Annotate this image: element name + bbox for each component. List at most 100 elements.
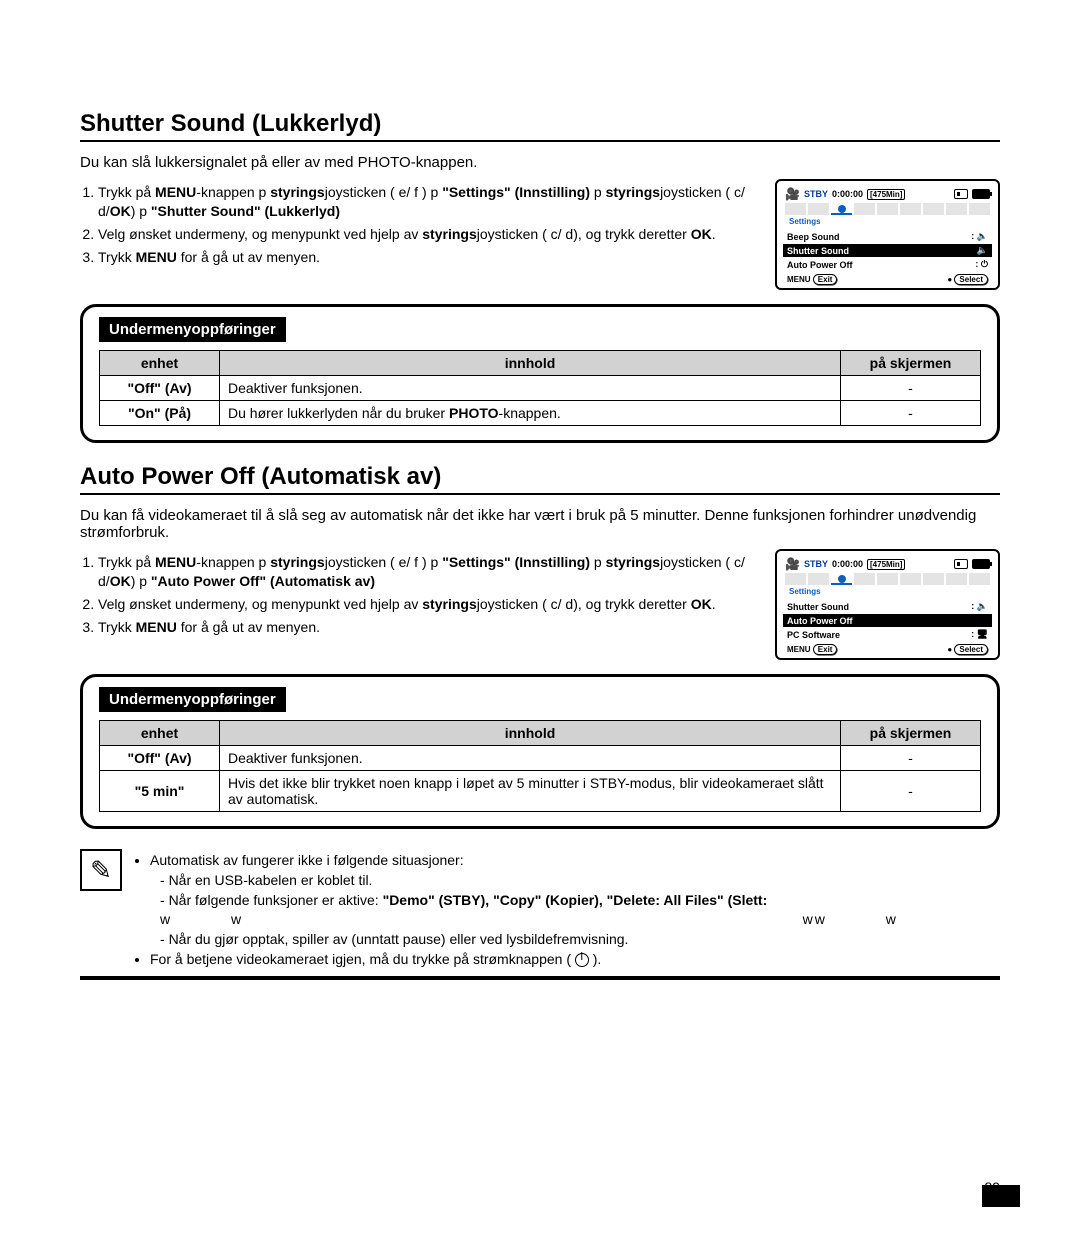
step-1: Trykk på MENU-knappen p styringsjoystick… (98, 183, 761, 221)
power-icon: : ⏻ (975, 259, 988, 270)
th-paskjermen: på skjermen (841, 351, 981, 376)
step-3: Trykk MENU for å gå ut av menyen. (98, 618, 761, 637)
b: styrings (422, 596, 476, 612)
lcd-menu-label: MENU (787, 275, 811, 284)
lcd-select-pill: Select (954, 644, 988, 655)
b: PHOTO (449, 405, 499, 421)
b: styrings (606, 554, 660, 570)
cell: Deaktiver funksjonen. (220, 376, 841, 401)
note-extra-line: w w ww w (160, 911, 898, 927)
section-title-apo: Auto Power Off (Automatisk av) (80, 463, 1000, 495)
b: "Demo" (STBY), "Copy" (Kopier), "Delete:… (383, 892, 768, 908)
b: "Settings" (Innstilling) (442, 184, 590, 200)
pc-icon: : 🖥 (971, 629, 988, 640)
camera-icon: 🎥 (785, 557, 800, 571)
b: MENU (136, 619, 177, 635)
t: Velg ønsket undermeny, og menypunkt ved … (98, 596, 422, 612)
th-innhold: innhold (220, 721, 841, 746)
sound-icon: : 🔈 (971, 245, 988, 256)
b: OK (691, 226, 712, 242)
t: -knappen p (196, 184, 270, 200)
t: Trykk (98, 249, 136, 265)
th-enhet: enhet (100, 721, 220, 746)
cell: - (841, 376, 981, 401)
lcd-timecode: 0:00:00 (832, 189, 863, 199)
lcd-menu-label: MENU (787, 645, 811, 654)
apo-intro: Du kan få videokameraet til å slå seg av… (80, 507, 1000, 541)
t: ) p (131, 573, 151, 589)
note-icon: ✎ (80, 849, 122, 891)
table-header: enhet innhold på skjermen (100, 351, 981, 376)
t: Trykk på (98, 554, 155, 570)
step-3: Trykk MENU for å gå ut av menyen. (98, 248, 761, 267)
table-row: "Off" (Av) Deaktiver funksjonen. - (100, 746, 981, 771)
th-paskjermen: på skjermen (841, 721, 981, 746)
t: . (712, 596, 716, 612)
lcd-row-label: PC Software (787, 630, 840, 640)
lcd-select-pill: Select (954, 274, 988, 285)
lcd-apo: 🎥 STBY 0:00:00 [475Min] Settings Shutter… (775, 549, 1000, 660)
lcd-row: Auto Power Off: ⏻ (783, 258, 992, 271)
t: Trykk (98, 619, 136, 635)
cell: - (841, 771, 981, 812)
section-title-shutter: Shutter Sound (Lukkerlyd) (80, 110, 1000, 142)
lcd-timecode: 0:00:00 (832, 559, 863, 569)
b: "Shutter Sound" (Lukkerlyd) (151, 203, 340, 219)
lcd-select-dot: ● (947, 275, 952, 284)
b: "Settings" (Innstilling) (442, 554, 590, 570)
power-icon (575, 953, 589, 967)
b: MENU (136, 249, 177, 265)
t: Du hører lukkerlyden når du bruker (228, 405, 449, 421)
cell: Deaktiver funksjonen. (220, 746, 841, 771)
t: p (590, 184, 606, 200)
step-1: Trykk på MENU-knappen p styringsjoystick… (98, 553, 761, 591)
lcd-remaining: [475Min] (867, 559, 905, 570)
lcd-tabs (783, 203, 992, 217)
lcd-shutter: 🎥 STBY 0:00:00 [475Min] Settings Beep So… (775, 179, 1000, 290)
lcd-menu: Beep Sound: 🔈 Shutter Sound : 🔈 Auto Powe… (783, 230, 992, 271)
table-row: "5 min" Hvis det ikke blir trykket noen … (100, 771, 981, 812)
step-2: Velg ønsket undermeny, og menypunkt ved … (98, 225, 761, 244)
t: . (712, 226, 716, 242)
sound-icon: : 🔈 (971, 601, 988, 612)
b: "Auto Power Off" (Automatisk av) (151, 573, 375, 589)
lcd-settings-label: Settings (783, 217, 992, 229)
lcd-row-label: Shutter Sound (787, 602, 849, 612)
shutter-intro: Du kan slå lukkersignalet på eller av me… (80, 154, 1000, 171)
lcd-row-label: Beep Sound (787, 232, 840, 242)
submenu-label: Undermenyoppføringer (99, 317, 286, 342)
t: joysticken ( e/ f ) p (325, 554, 442, 570)
b: styrings (270, 554, 324, 570)
t: -knappen p (196, 554, 270, 570)
card-icon (954, 559, 968, 569)
lcd-stby: STBY (804, 189, 828, 199)
lcd-top: 🎥 STBY 0:00:00 [475Min] (783, 187, 992, 203)
card-icon (954, 189, 968, 199)
t: -knappen. (499, 405, 561, 421)
lcd-row: Beep Sound: 🔈 (783, 230, 992, 243)
t: Trykk på (98, 184, 155, 200)
lcd-footer: MENU Exit ● Select (783, 272, 992, 284)
lcd-menu: Shutter Sound: 🔈 Auto Power Off: ⏻ PC So… (783, 600, 992, 641)
th-innhold: innhold (220, 351, 841, 376)
lcd-row: PC Software : 🖥 (783, 628, 992, 641)
apo-table: enhet innhold på skjermen "Off" (Av) Dea… (99, 720, 981, 812)
b: styrings (422, 226, 476, 242)
cell: Du hører lukkerlyden når du bruker PHOTO… (220, 401, 841, 426)
t: Velg ønsket undermeny, og menypunkt ved … (98, 226, 422, 242)
lcd-top: 🎥 STBY 0:00:00 [475Min] (783, 557, 992, 573)
lcd-exit-pill: Exit (813, 644, 838, 655)
b: styrings (606, 184, 660, 200)
lcd-select-dot: ● (947, 645, 952, 654)
lcd-settings-label: Settings (783, 587, 992, 599)
step-2: Velg ønsket undermeny, og menypunkt ved … (98, 595, 761, 614)
table-header: enhet innhold på skjermen (100, 721, 981, 746)
lcd-row-label: Shutter Sound (787, 246, 849, 256)
shutter-steps: Trykk på MENU-knappen p styringsjoystick… (98, 183, 761, 267)
t: joysticken ( c/ d), og trykk deretter (477, 596, 691, 612)
t: ). (589, 951, 601, 967)
t: Automatisk av fungerer ikke i følgende s… (150, 852, 464, 868)
note-item: Automatisk av fungerer ikke i følgende s… (150, 851, 1000, 948)
cell: "On" (På) (100, 401, 220, 426)
note-subitem: Når du gjør opptak, spiller av (unntatt … (160, 930, 1000, 948)
